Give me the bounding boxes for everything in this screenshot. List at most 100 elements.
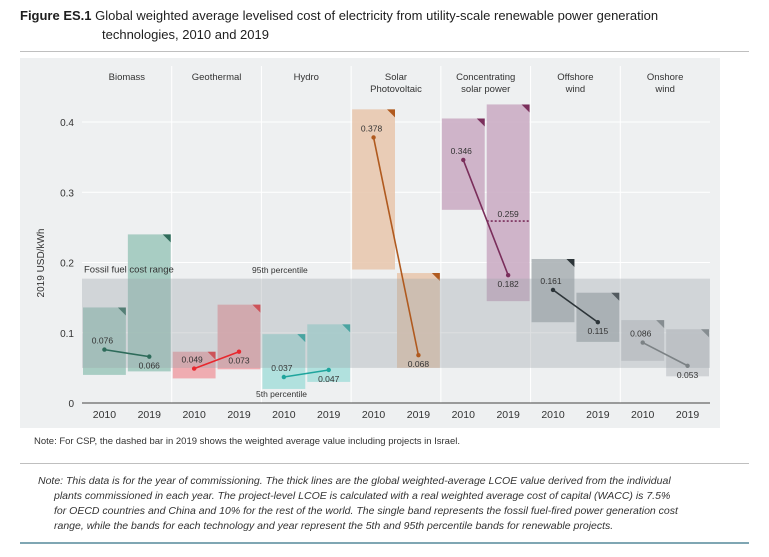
lcoe-chart: 0 0.1 0.2 0.3 0.4 2019 USD/kWh Fossil fuel cos…: [20, 58, 720, 428]
y-tick-label: 0.1: [60, 329, 74, 340]
band-corner-marker: [252, 304, 261, 313]
data-point-2010: [461, 157, 466, 163]
technology-label-line2: Photovoltaic: [370, 84, 422, 95]
technology-label-line2: solar power: [461, 84, 510, 95]
band-corner-marker: [476, 118, 485, 127]
band-corner-marker: [701, 329, 709, 338]
x-tick-label-2010: 2010: [631, 409, 655, 421]
x-tick-label-2019: 2019: [586, 409, 610, 421]
data-point-2019: [505, 272, 511, 278]
data-point-2010: [371, 135, 376, 140]
value-label-2019: 0.066: [139, 361, 161, 371]
note-line1: Note: This data is for the year of commi…: [38, 475, 671, 487]
top-divider: [20, 51, 749, 52]
note-line3: for OECD countries and China and 10% for…: [54, 505, 678, 517]
band-corner-marker: [162, 234, 171, 243]
x-tick-label-2019: 2019: [496, 409, 520, 421]
data-point-2010: [640, 340, 645, 345]
weighted-average-line: [193, 350, 240, 370]
figure-title-line1: Global weighted average levelised cost o…: [95, 8, 659, 23]
percentile-band: [127, 234, 171, 372]
value-label-2010: 0.161: [540, 276, 562, 286]
value-label-2010: 0.086: [630, 329, 652, 339]
percentile-band: [486, 104, 530, 302]
band-corner-marker: [117, 307, 126, 316]
technology-label-line2: wind: [654, 84, 675, 95]
technology-label-line2: wind: [565, 84, 586, 95]
band-corner-marker: [297, 334, 306, 343]
percentile-band: [172, 351, 216, 379]
value-label-2010: 0.076: [92, 336, 114, 346]
note-line2: plants commissioned in each year. The pr…: [54, 490, 671, 502]
band-corner-marker: [431, 273, 440, 282]
csp-note: Note: For CSP, the dashed bar in 2019 sh…: [34, 436, 460, 447]
weighted-average-line: [552, 289, 599, 323]
x-tick-label-2010: 2010: [362, 409, 386, 421]
x-tick-label-2019: 2019: [676, 409, 700, 421]
weighted-average-line: [462, 159, 509, 276]
value-label-2019: 0.053: [677, 370, 699, 380]
data-point-2019: [147, 354, 152, 359]
band-corner-marker: [207, 351, 216, 360]
data-point-2019: [236, 349, 242, 354]
weighted-average-line: [372, 137, 420, 356]
percentile-band: [666, 329, 709, 377]
fossil-fuel-label: Fossil fuel cost range: [84, 265, 174, 276]
y-axis-label: 2019 USD/kWh: [36, 229, 47, 298]
x-tick-label-2019: 2019: [138, 409, 162, 421]
x-tick-label-2010: 2010: [541, 409, 565, 421]
x-tick-label-2010: 2010: [93, 409, 117, 421]
technology-label: Biomass: [109, 72, 146, 83]
percentile-band: [217, 304, 261, 370]
y-tick-label: 0: [68, 399, 74, 410]
note-line4: range, while the bands for each technolo…: [54, 520, 614, 532]
data-point-2010: [102, 347, 107, 352]
data-point-2019: [326, 367, 331, 373]
value-label-2019: 0.073: [228, 356, 250, 366]
value-label-2019: 0.047: [318, 374, 340, 384]
value-label-2019: 0.068: [408, 359, 430, 369]
band-corner-marker: [521, 104, 530, 113]
y-tick-label: 0.4: [60, 118, 74, 129]
value-label-2010: 0.037: [271, 363, 293, 373]
technology-label: Hydro: [294, 72, 319, 83]
band-corner-marker: [387, 109, 395, 118]
x-tick-label-2019: 2019: [227, 409, 251, 421]
percentile-band: [576, 292, 620, 342]
figure-title-line2: technologies, 2010 and 2019: [102, 27, 269, 42]
value-label-2010: 0.378: [361, 123, 383, 133]
fossil-fuel-band: [82, 278, 710, 368]
technology-label: Geothermal: [192, 72, 242, 83]
band-corner-marker: [656, 320, 665, 329]
band-corner-marker: [611, 292, 620, 301]
weighted-average-line: [104, 348, 150, 358]
value-label-2010: 0.049: [182, 355, 204, 365]
x-tick-label-2019: 2019: [317, 409, 341, 421]
p95-label: 95th percentile: [252, 265, 308, 275]
israel-value-label: 0.259: [498, 209, 520, 219]
band-corner-marker: [342, 324, 351, 333]
weighted-average-line: [642, 341, 688, 367]
percentile-band: [441, 118, 485, 210]
percentile-band: [262, 334, 306, 389]
data-point-2010: [281, 374, 287, 380]
figure-number: Figure ES.1: [20, 8, 92, 23]
value-label-2010: 0.346: [451, 146, 473, 156]
data-point-2019: [685, 363, 690, 368]
x-tick-label-2010: 2010: [182, 409, 206, 421]
figure-title: Figure ES.1 Global weighted average leve…: [20, 6, 760, 44]
weighted-average-line: [283, 369, 329, 378]
bottom-divider: [20, 542, 749, 544]
y-tick-label: 0.2: [60, 259, 74, 270]
note-divider: [20, 463, 749, 464]
technology-label: Solar: [385, 72, 407, 83]
value-label-2019: 0.115: [588, 326, 609, 336]
data-point-2010: [550, 287, 556, 293]
data-point-2019: [595, 320, 601, 325]
p5-label: 5th percentile: [256, 389, 307, 399]
value-label-2019: 0.182: [498, 279, 520, 289]
technology-label: Onshore: [647, 72, 683, 83]
percentile-band: [83, 307, 126, 375]
technology-label: Concentrating: [456, 72, 515, 83]
technology-label: Offshore: [557, 72, 593, 83]
